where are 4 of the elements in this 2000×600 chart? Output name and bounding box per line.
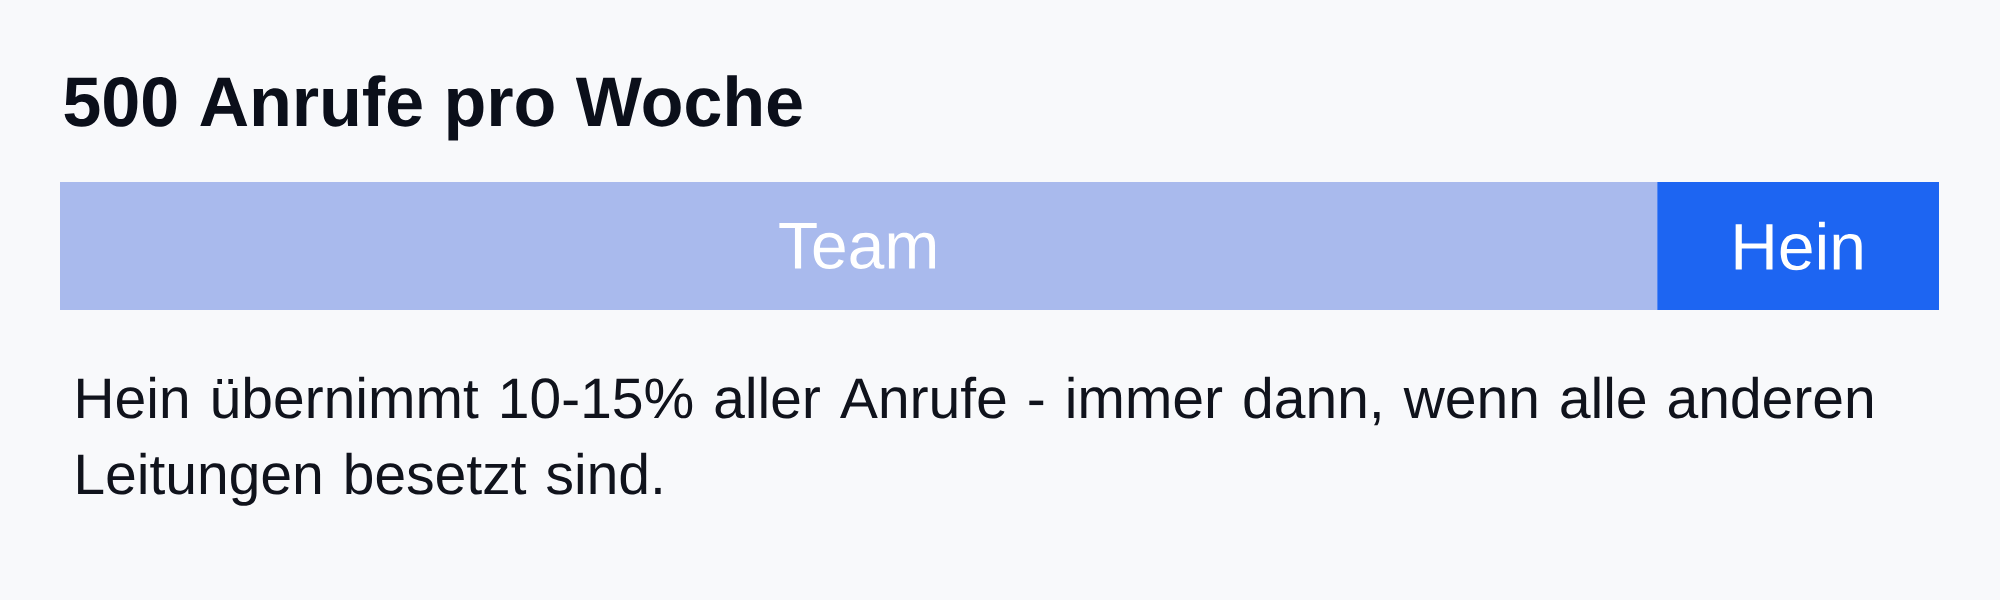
series-label: Hein — [1735, 221, 1862, 271]
series-label: Team — [779, 222, 935, 270]
text: Hein übernimmt 10-15% aller Anrufe - immer dann, wenn alle anderen Leitungen besetzt sind. — [78, 376, 1872, 506]
chart-title: 500 Anrufe pro Woche — [64, 75, 802, 141]
